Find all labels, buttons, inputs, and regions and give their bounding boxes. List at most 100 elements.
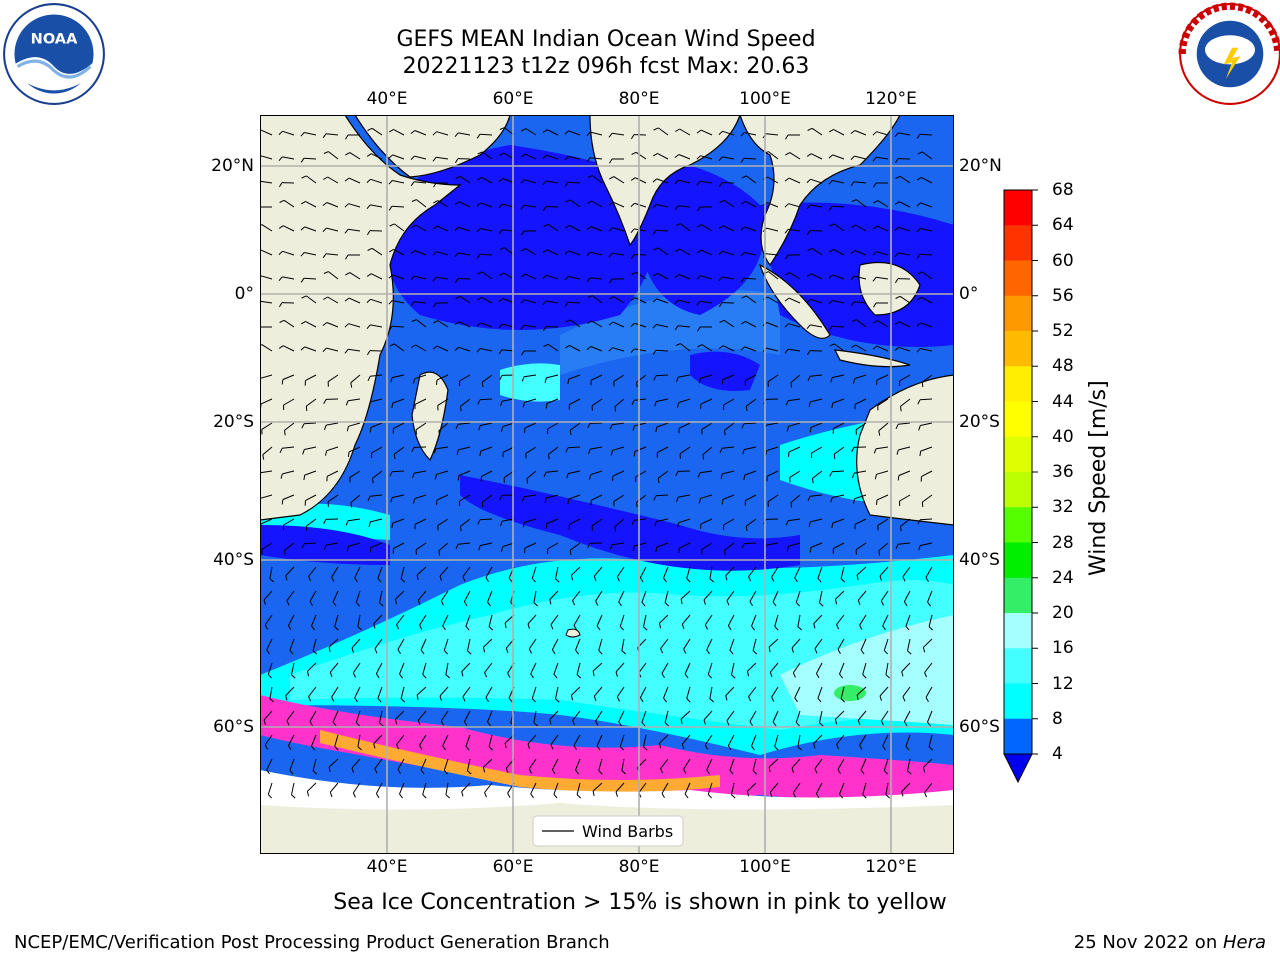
wind-barb-flag: [355, 602, 360, 607]
wind-barb: [348, 203, 361, 208]
wind-barb-flag: [476, 253, 481, 259]
wind-barb: [568, 470, 581, 474]
wind-barb: [810, 178, 823, 184]
wind-barb-flag: [743, 475, 746, 481]
wind-barb-flag: [300, 252, 305, 257]
wind-barb: [326, 347, 339, 352]
wind-barb-flag: [894, 132, 899, 138]
wind-barb: [788, 297, 801, 304]
wind-barb: [480, 446, 493, 452]
wind-barb-flag: [345, 400, 349, 406]
colorbar-tick-label: 52: [1052, 321, 1074, 341]
wind-barb: [547, 223, 559, 232]
wind-barb: [309, 710, 317, 722]
wind-barb-flag: [344, 177, 350, 182]
wind-barb: [700, 518, 713, 525]
wind-barb-flag: [488, 746, 494, 751]
wind-barb: [414, 250, 427, 256]
wind-barb-flag: [521, 128, 527, 132]
wind-barb-flag: [874, 474, 877, 480]
lat-tick-left-2: 0°: [234, 284, 254, 304]
wind-barb: [328, 638, 339, 648]
wind-barb-flag: [351, 767, 354, 773]
wind-barb-flag: [698, 378, 701, 384]
wind-barb: [659, 734, 669, 744]
wind-barb-flag: [305, 526, 308, 532]
wind-barb: [920, 446, 933, 452]
wind-barb-flag: [567, 499, 570, 505]
wind-barb-flag: [925, 697, 929, 702]
wind-barb-flag: [836, 624, 839, 630]
wind-barb: [591, 398, 603, 407]
wind-barb: [788, 228, 801, 232]
wind-barb: [305, 320, 317, 328]
wind-barb-flag: [719, 448, 723, 454]
wind-barb: [394, 223, 405, 232]
wind-barb: [878, 422, 889, 432]
wind-barb-flag: [850, 130, 856, 134]
wind-barb: [686, 566, 691, 579]
wind-barb-flag: [285, 695, 288, 701]
wind-barb-flag: [785, 152, 791, 156]
wind-barb-flag: [853, 498, 856, 504]
wind-barb: [416, 566, 427, 576]
wind-barb: [612, 470, 625, 477]
wind-barb: [304, 132, 317, 136]
wind-barb: [768, 151, 779, 160]
wind-barb-flag: [837, 769, 841, 774]
wind-barb-flag: [504, 622, 507, 629]
wind-barb: [613, 374, 625, 382]
wind-barb-flag: [520, 273, 526, 278]
colorbar-segment: [1004, 436, 1032, 473]
wind-barb-flag: [549, 719, 552, 725]
wind-barb: [791, 638, 801, 649]
calm-patch-central: [690, 351, 760, 391]
wind-barb: [616, 686, 625, 698]
wind-barb-flag: [718, 345, 724, 349]
wind-barb: [591, 200, 603, 208]
wind-barb-flag: [498, 203, 503, 209]
colorbar-tick-label: 32: [1052, 497, 1074, 518]
wind-barb-flag: [772, 601, 777, 607]
wind-barb: [414, 518, 427, 525]
wind-barb: [854, 301, 867, 304]
wind-barb-flag: [300, 277, 305, 283]
wind-barb: [643, 734, 647, 747]
wind-barb-flag: [508, 577, 513, 583]
wind-barb-flag: [837, 649, 841, 654]
wind-barb-flag: [564, 301, 569, 307]
wind-barb: [391, 205, 405, 208]
wind-barb: [612, 201, 625, 208]
wind-barb-flag: [467, 650, 472, 655]
wind-barb-flag: [653, 495, 657, 501]
wind-barb-flag: [440, 600, 444, 606]
wind-barb-flag: [879, 575, 882, 581]
wind-barb: [370, 374, 383, 377]
wind-barb-flag: [794, 577, 798, 583]
wind-barb: [899, 295, 911, 304]
wind-barb: [437, 518, 449, 526]
wind-barb-flag: [551, 769, 556, 775]
wind-barb: [854, 275, 867, 280]
wind-barb: [567, 181, 581, 184]
calm-region-bay-of-bengal: [640, 155, 764, 315]
wind-barb: [679, 446, 691, 455]
wind-barb: [547, 542, 559, 550]
wind-barb-flag: [499, 247, 505, 250]
wind-barb: [438, 542, 449, 552]
wind-barb-flag: [784, 348, 789, 354]
wind-barb: [332, 710, 339, 723]
wind-barb-flag: [533, 722, 539, 727]
wind-barb: [657, 446, 669, 454]
wind-barb-flag: [592, 790, 595, 797]
wind-barb-flag: [289, 649, 294, 655]
wind-barb-flag: [499, 152, 504, 156]
wind-barb-flag: [790, 502, 793, 508]
wind-barb-flag: [652, 178, 658, 183]
wind-barb-flag: [807, 496, 811, 502]
wind-barb: [612, 347, 625, 352]
wind-barb-flag: [542, 206, 547, 212]
wind-barb-flag: [432, 251, 437, 256]
wind-barb-flag: [416, 694, 419, 701]
wind-barb-flag: [432, 276, 437, 282]
